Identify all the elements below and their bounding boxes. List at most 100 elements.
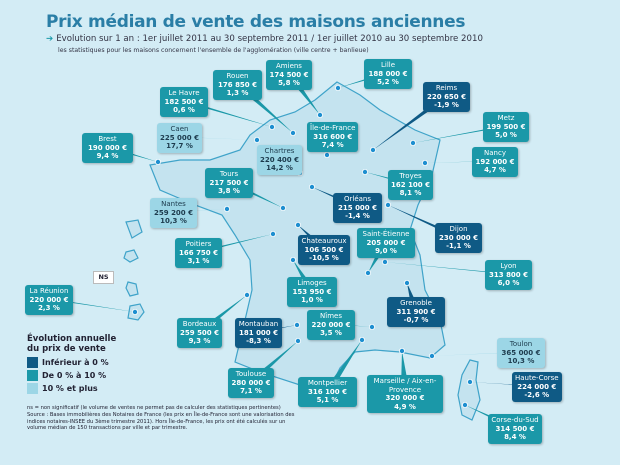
city-price: 215 000 € [338,203,377,212]
city-dot [308,183,315,190]
city-change: 9,4 % [96,152,119,161]
city-name: Toulon [509,340,533,348]
city-price: 365 000 € [501,348,541,357]
city-change: -1,4 % [345,212,370,221]
city-change: 5,2 % [377,78,399,87]
ns-note: ns = non significatif (le volume de vent… [27,405,281,411]
city-price: 217 500 € [209,178,249,187]
page-title: Prix médian de vente des maisons ancienn… [46,12,466,32]
legend-item-low: De 0 % à 10 % [27,370,167,381]
city-change: -10,5 % [309,254,339,263]
city-name: Grenoble [400,299,432,307]
city-name: Bordeaux [182,320,217,328]
city-label-rouen: Rouen 176 850 €1,3 % [213,70,262,100]
city-dot [294,221,301,228]
city-name: Le Havre [168,89,200,97]
city-name: Reims [435,84,458,92]
city-name: Caen [170,125,189,133]
city-change: 5,0 % [495,131,517,140]
city-label--le-de-france: Île-de-France 316 600 €7,4 % [307,122,359,152]
legend-item-high: 10 % et plus [27,383,167,394]
city-dot [381,258,388,265]
city-label-dijon: Dijon 230 000 € -1,1 % [435,223,482,253]
ns-badge: NS [93,271,114,284]
city-price: 316 100 € [308,387,347,396]
city-name: Nantes [161,200,186,208]
city-name: La Réunion [29,287,69,295]
city-dot [223,205,230,212]
city-label-haute-corse: Haute-Corse 224 000 € -2,6 % [512,372,562,402]
city-price: 166 750 € [179,248,218,257]
city-change: 17,7 % [166,142,193,151]
city-name: Montauban [238,320,279,328]
city-dots [131,85,473,408]
city-price: 220 400 € [260,155,299,164]
legend: Évolution annuelle du prix de vente Infé… [27,334,167,396]
city-change: -2,6 % [524,391,550,400]
city-label-bordeaux: Bordeaux 259 500 €9,3 % [177,318,222,348]
guadeloupe-outline [123,249,139,263]
city-price: 280 000 € [231,378,271,387]
city-price: 320 000 € [385,394,425,403]
city-price: 106 500 € [304,245,344,254]
city-name: Marseille / Aix-en-Provence [373,377,437,394]
city-label-lille: Lille 188 000 €5,2 % [364,59,412,89]
city-name: Brest [98,135,117,143]
city-dot [279,204,286,211]
city-label-marseille-aix-en-provence: Marseille / Aix-en-Provence 320 000 €4,9 … [367,375,443,414]
legend-swatch [27,357,38,368]
city-dot [421,159,428,166]
city-dot [268,124,275,131]
city-change: 1,0 % [301,296,323,305]
city-label-saint-tienne: Saint-Étienne 205 000 €9,0 % [357,228,415,258]
city-dot [398,347,405,354]
corsica-outline [457,359,481,421]
city-change: 6,0 % [497,279,520,288]
city-name: Poitiers [185,240,212,248]
city-label-orl-ans: Orléans 215 000 € -1,4 % [333,193,382,223]
city-dot [323,151,330,158]
city-change: 4,7 % [484,166,506,175]
legend-title: Évolution annuelle du prix de vente [27,334,117,354]
city-price: 181 000 € [239,328,278,337]
city-label-la-r-union: La Réunion 220 000 €2,3 % [25,285,73,315]
city-change: 7,1 % [240,387,262,396]
city-name: Limoges [297,279,327,287]
city-change: -0,7 % [403,316,429,325]
city-label-toulon: Toulon 365 000 €10,3 % [497,338,545,368]
city-price: 192 000 € [475,157,515,166]
city-price: 313 800 € [489,270,528,279]
city-name: Amiens [276,62,302,70]
city-price: 162 100 € [391,180,430,189]
legend-label: Inférieur à 0 % [42,358,109,367]
city-dot [369,146,376,153]
legend-swatch [27,383,38,394]
legend-label: 10 % et plus [42,384,98,393]
city-change: 3,1 % [187,257,210,266]
city-change: 9,0 % [375,247,397,256]
city-dot [334,85,341,92]
city-change: 7,4 % [321,141,344,150]
city-dot [293,321,300,328]
city-name: Lille [380,61,396,69]
city-label-toulouse: Toulouse 280 000 €7,1 % [228,368,274,398]
city-change: 10,3 % [160,217,187,226]
city-label-tours: Tours 217 500 €3,8 % [205,168,253,198]
city-label-chartres: Chartres 220 400 €14,2 % [257,145,302,175]
city-label-montauban: Montauban 181 000 € -8,3 % [235,318,282,348]
city-price: 205 000 € [366,238,406,247]
city-label-reims: Reims 220 650 € -1,9 % [423,82,470,112]
city-label-metz: Metz 199 500 €5,0 % [483,112,529,142]
city-dot [409,139,416,146]
city-change: 0,6 % [173,106,195,115]
city-name: Montpellier [307,379,348,387]
city-dot [294,337,301,344]
legend-item-negative: Inférieur à 0 % [27,357,167,368]
city-name: Lyon [500,262,517,270]
pointer [385,262,513,274]
city-price: 225 000 € [160,133,199,142]
source-note: Source : Bases immobilières des Notaires… [27,411,295,432]
city-name: Rouen [226,72,249,80]
city-price: 190 000 € [88,143,127,152]
arrow-right-icon: ➔ [46,34,57,44]
